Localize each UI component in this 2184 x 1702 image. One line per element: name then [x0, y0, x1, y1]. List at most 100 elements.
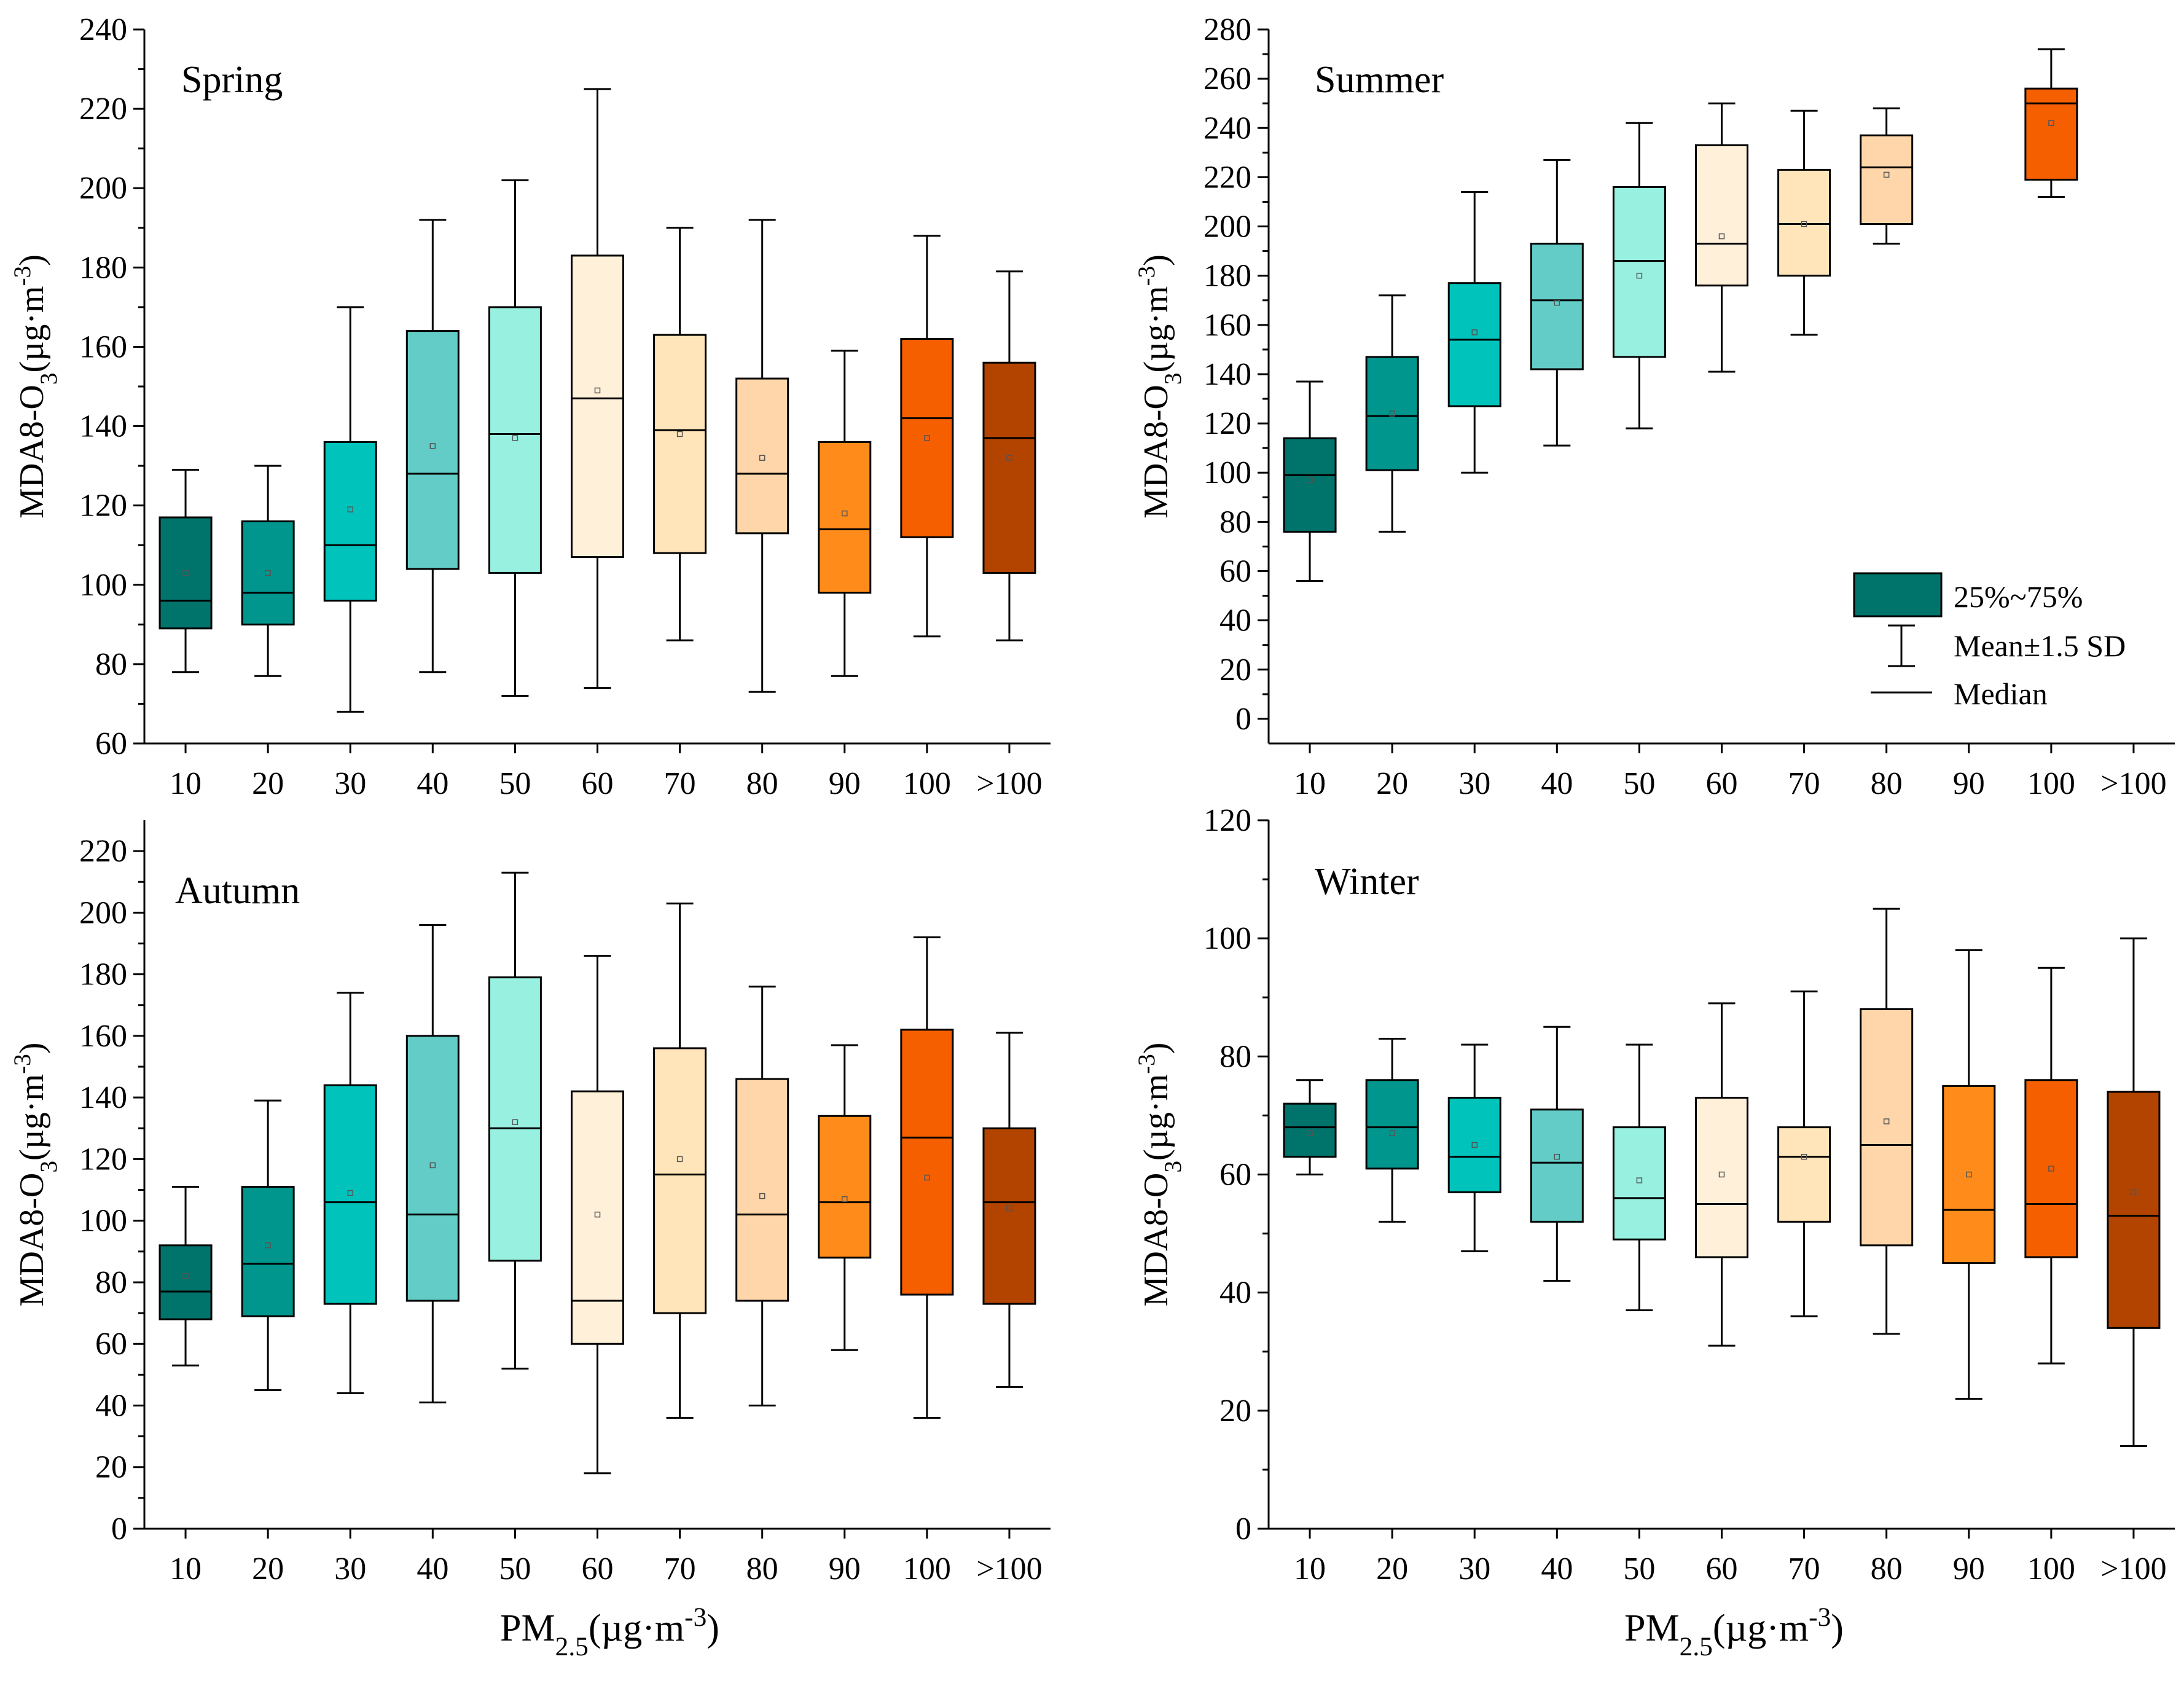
mean-marker	[1966, 1171, 1972, 1178]
x-tick-label: 70	[1788, 766, 1820, 801]
y-tick-label: 20	[1219, 1394, 1251, 1429]
iqr-box	[159, 516, 213, 630]
x-tick-label: 80	[746, 766, 778, 801]
x-tick-label: 100	[903, 1551, 951, 1586]
y-tick-label: 40	[1219, 603, 1251, 638]
iqr-box	[900, 338, 954, 538]
y-tick-label: 0	[1235, 1512, 1251, 1547]
box-90	[818, 350, 872, 677]
y-axis-title: MDA8-O3(µg·m-3)	[1133, 1043, 1186, 1307]
x-tick-label: 20	[1376, 1551, 1408, 1586]
summer-panel: 0 20 40 60 80 100 120 140 160 180 200 220 240 260 280 1…	[1133, 12, 2175, 801]
mean-marker	[1883, 1118, 1890, 1124]
box-90	[1942, 949, 1996, 1400]
iqr-box	[2107, 1091, 2161, 1329]
x-tick-label: 80	[746, 1551, 778, 1586]
x-tick-label: 100	[2027, 766, 2075, 801]
box-100	[2024, 967, 2078, 1365]
y-tick-label: 200	[79, 171, 127, 206]
y-tick-label: 160	[1204, 308, 1251, 343]
y-tick-label: 280	[1204, 12, 1251, 47]
box-20	[1365, 1038, 1419, 1223]
mean-marker	[842, 510, 848, 517]
box->100	[982, 270, 1036, 641]
iqr-box	[1530, 1108, 1584, 1223]
mean-marker	[594, 387, 601, 394]
x-tick-label: 50	[1623, 1551, 1655, 1586]
y-axis-title: MDA8-O3(µg·m-3)	[1133, 254, 1186, 519]
box-30	[1447, 190, 1501, 474]
legend: 25%~75% Mean±1.5 SD Median	[1853, 572, 2126, 711]
x-tick-label: 60	[1706, 1551, 1738, 1586]
box-70	[653, 227, 707, 641]
legend-label-iqr: 25%~75%	[1954, 579, 2083, 614]
mean-marker	[1006, 455, 1012, 461]
y-tick-label: 160	[79, 1019, 127, 1054]
iqr-box	[488, 306, 542, 574]
x-tick-label: >100	[2100, 1551, 2166, 1586]
box-100	[2024, 48, 2078, 198]
iqr-box	[900, 1029, 954, 1296]
x-tick-label: 30	[334, 766, 366, 801]
box-80	[1860, 908, 1914, 1335]
x-tick-label: 40	[1541, 766, 1573, 801]
y-tick-label: 140	[79, 409, 127, 444]
y-tick-label: 100	[1204, 455, 1251, 490]
mean-marker	[429, 1162, 436, 1169]
box-30	[1447, 1043, 1501, 1252]
iqr-box	[735, 377, 789, 535]
box-40	[1530, 1026, 1584, 1282]
y-tick-label: 100	[1204, 921, 1251, 956]
box->100	[982, 1032, 1036, 1388]
box-60	[1695, 1002, 1748, 1347]
iqr-box	[1447, 282, 1501, 407]
x-tick-label: 80	[1871, 1551, 1903, 1586]
iqr-box	[1612, 1126, 1666, 1241]
mean-marker	[924, 1174, 930, 1181]
box-70	[1777, 990, 1831, 1317]
box-60	[1695, 102, 1748, 373]
y-tick-label: 220	[79, 92, 127, 127]
mean-marker	[2048, 1166, 2054, 1172]
mean-marker	[1636, 1177, 1643, 1183]
mean-marker	[842, 1196, 848, 1202]
iqr-box	[2024, 1079, 2078, 1258]
iqr-box	[818, 441, 872, 594]
iqr-box	[1942, 1084, 1996, 1265]
y-tick-label: 220	[79, 834, 127, 869]
mean-marker	[594, 1211, 601, 1218]
box-10	[159, 1186, 213, 1367]
mean-marker	[924, 435, 930, 441]
y-tick-label: 20	[1219, 653, 1251, 688]
y-tick-label: 120	[79, 488, 127, 524]
iqr-box	[405, 330, 460, 570]
x-tick-label: 90	[1953, 1551, 1985, 1586]
box-20	[1365, 294, 1419, 533]
y-tick-label: 40	[95, 1388, 127, 1423]
x-tick-label: 60	[1706, 766, 1738, 801]
box-10	[1283, 1079, 1337, 1175]
iqr-box	[818, 1115, 872, 1259]
mean-marker	[1307, 1130, 1313, 1136]
x-tick-label: 10	[170, 766, 202, 801]
mean-marker	[1801, 221, 1807, 227]
iqr-box	[241, 520, 295, 626]
x-tick-label: 30	[1458, 1551, 1490, 1586]
x-tick-label: 10	[1294, 766, 1326, 801]
iqr-box	[1283, 437, 1337, 533]
mean-marker	[1389, 410, 1395, 417]
box->100	[2107, 937, 2161, 1447]
mean-marker	[1883, 171, 1890, 178]
y-tick-label: 80	[95, 647, 127, 682]
x-tick-label: 40	[1541, 1551, 1573, 1586]
spring-panel: 60 80 100 120 140 160 180 200 220 240 10 20 30 40 50 60…	[9, 12, 1051, 801]
iqr-box	[1530, 243, 1584, 371]
box-60	[571, 88, 624, 689]
x-axis-title: PM2.5(µg·m-3)	[1624, 1602, 1844, 1661]
mean-marker	[512, 1119, 519, 1126]
x-tick-label: 40	[417, 766, 448, 801]
iqr-box	[653, 1047, 707, 1314]
mean-marker	[1718, 1171, 1725, 1178]
x-tick-label: 50	[499, 766, 531, 801]
x-tick-label: 50	[499, 1551, 531, 1586]
